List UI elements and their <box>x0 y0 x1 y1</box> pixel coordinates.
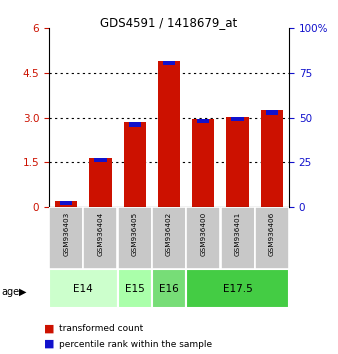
Bar <box>158 61 180 207</box>
Text: GSM936400: GSM936400 <box>200 212 206 256</box>
Bar <box>118 207 152 269</box>
Bar <box>152 269 186 308</box>
Text: GSM936405: GSM936405 <box>132 212 138 256</box>
Text: GSM936404: GSM936404 <box>97 212 103 256</box>
Text: GSM936406: GSM936406 <box>269 212 275 256</box>
Bar <box>83 207 117 269</box>
Text: E14: E14 <box>73 284 93 293</box>
Bar <box>49 207 83 269</box>
Bar <box>163 61 175 65</box>
Bar <box>94 158 106 161</box>
Bar <box>49 269 118 308</box>
Bar <box>60 201 72 205</box>
Text: E17.5: E17.5 <box>223 284 252 293</box>
Bar <box>266 110 278 115</box>
Bar <box>124 122 146 207</box>
Bar <box>197 119 210 123</box>
Bar <box>186 269 289 308</box>
Text: ▶: ▶ <box>19 287 27 297</box>
Bar <box>128 122 141 127</box>
Text: ■: ■ <box>44 339 54 349</box>
Bar <box>186 207 220 269</box>
Bar <box>55 201 77 207</box>
Bar <box>118 269 152 308</box>
Bar <box>226 117 249 207</box>
Text: GSM936401: GSM936401 <box>235 212 241 256</box>
Text: GSM936403: GSM936403 <box>63 212 69 256</box>
Text: ■: ■ <box>44 324 54 333</box>
Bar <box>255 207 289 269</box>
Bar <box>232 117 244 121</box>
Bar <box>221 207 255 269</box>
Bar <box>89 158 112 207</box>
Text: GDS4591 / 1418679_at: GDS4591 / 1418679_at <box>100 16 238 29</box>
Text: GSM936402: GSM936402 <box>166 212 172 256</box>
Bar <box>192 119 214 207</box>
Text: E15: E15 <box>125 284 145 293</box>
Text: E16: E16 <box>159 284 179 293</box>
Bar <box>152 207 186 269</box>
Text: transformed count: transformed count <box>59 324 143 333</box>
Text: percentile rank within the sample: percentile rank within the sample <box>59 339 212 349</box>
Text: age: age <box>2 287 20 297</box>
Bar <box>261 110 283 207</box>
